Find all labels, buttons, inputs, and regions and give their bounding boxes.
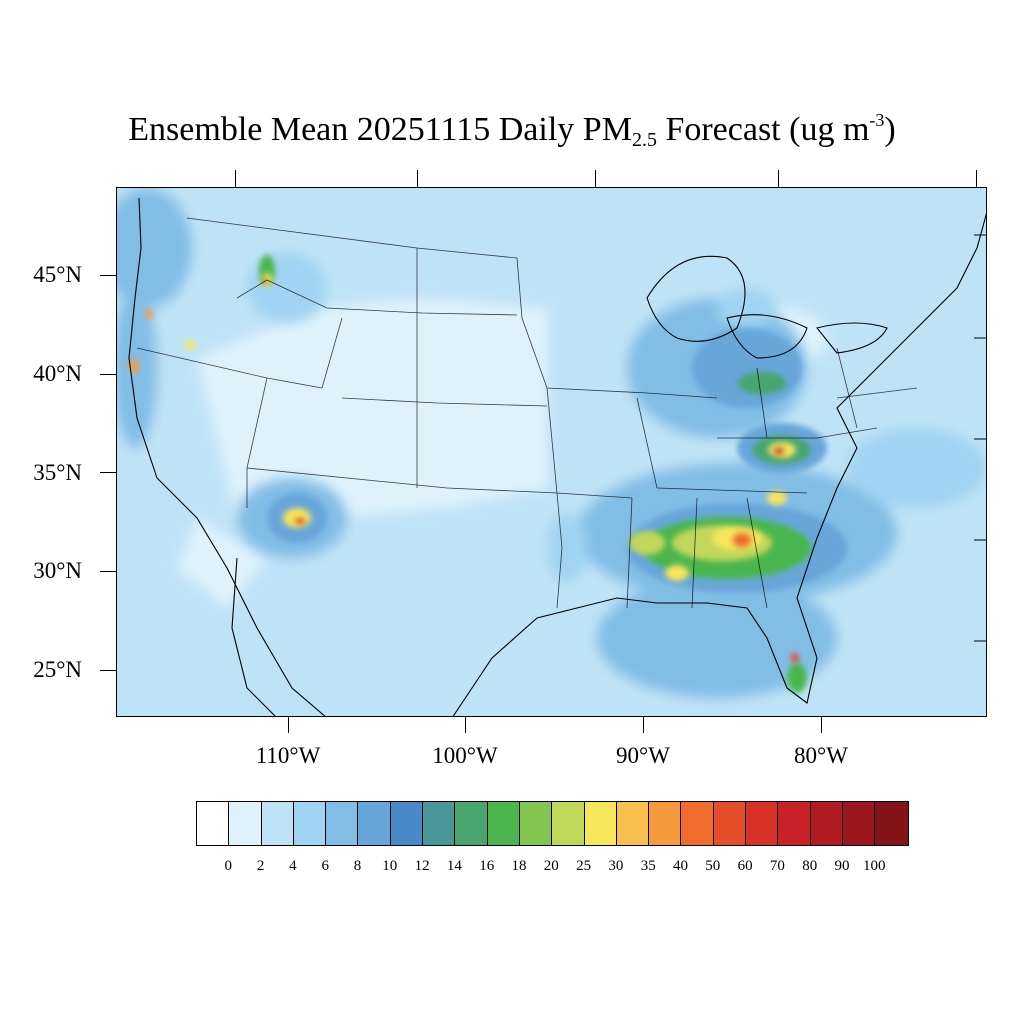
lat-label-30: 30°N (33, 558, 82, 583)
colorbar-label: 30 (608, 858, 624, 874)
colorbar-swatch (778, 802, 811, 845)
right-axis-ticks (974, 234, 986, 642)
colorbar-swatch (293, 802, 327, 845)
colorbar-swatch (487, 802, 520, 845)
colorbar-swatch (261, 802, 294, 845)
colorbar-label: 8 (353, 858, 362, 874)
colorbar-label: 100 (863, 858, 886, 874)
colorbar-label: 80 (802, 858, 818, 874)
left-tick (100, 374, 116, 375)
colorbar-label: 16 (479, 858, 495, 874)
title-middle: Forecast (ug m (656, 111, 870, 148)
colorbar-label: 70 (769, 858, 785, 874)
pm25-field-hotspots (129, 273, 799, 663)
top-tick (595, 170, 596, 187)
colorbar-swatch (552, 802, 585, 845)
colorbar-swatch (584, 802, 617, 845)
lat-label-25: 25°N (33, 657, 82, 682)
colorbar-swatch (326, 802, 359, 845)
colorbar-label: 50 (705, 858, 721, 874)
colorbar-swatch (197, 802, 230, 845)
map-title: Ensemble Mean 20251115 Daily PM2.5 Forec… (0, 110, 1024, 152)
state-boundaries (136, 217, 918, 609)
colorbar-swatch (358, 802, 391, 845)
lat-label-35: 35°N (33, 460, 82, 485)
colorbar-label: 40 (673, 858, 688, 874)
colorbar-swatch (649, 802, 682, 845)
left-tick (100, 275, 116, 276)
bottom-tick (821, 717, 822, 733)
forecast-map (116, 187, 987, 717)
colorbar-label: 0 (224, 858, 233, 874)
title-suffix: ) (884, 111, 896, 148)
colorbar-label: 10 (382, 858, 398, 874)
colorbar-swatch (842, 802, 876, 845)
lon-label-90w: 90°W (616, 743, 670, 768)
colorbar-swatch (229, 802, 262, 845)
colorbar-label: 90 (834, 858, 850, 874)
lat-label-40: 40°N (33, 361, 82, 386)
colorbar-label: 4 (289, 858, 297, 874)
bottom-tick (465, 717, 466, 733)
colorbar-swatch (875, 802, 908, 845)
title-superscript: -3 (869, 110, 885, 130)
colorbar-swatch (423, 802, 456, 845)
colorbar-swatch (746, 802, 779, 845)
title-subscript: 2.5 (631, 129, 657, 151)
left-tick (100, 670, 116, 671)
colorbar-swatch (390, 802, 424, 845)
lat-label-45: 45°N (33, 262, 82, 287)
colorbar-label: 20 (543, 858, 559, 874)
colorbar-label: 18 (511, 858, 527, 874)
colorbar-label: 25 (576, 858, 592, 874)
colorbar-swatch (519, 802, 553, 845)
bottom-tick (643, 717, 644, 733)
left-tick (100, 472, 116, 473)
colorbar-label: 12 (414, 858, 430, 874)
lon-label-80w: 80°W (794, 743, 848, 768)
lon-label-100w: 100°W (432, 743, 498, 768)
colorbar (196, 801, 909, 846)
colorbar-label: 35 (640, 858, 656, 874)
colorbar-label: 14 (446, 858, 462, 874)
colorbar-swatch (713, 802, 747, 845)
map-canvas (117, 188, 986, 716)
bottom-tick (288, 717, 289, 733)
title-prefix: Ensemble Mean 20251115 Daily PM (128, 111, 632, 148)
coastlines (128, 197, 986, 716)
colorbar-swatch (616, 802, 650, 845)
colorbar-label: 6 (321, 858, 329, 874)
colorbar-label: 2 (256, 858, 265, 874)
left-tick (100, 571, 116, 572)
colorbar-swatch (455, 802, 488, 845)
colorbar-swatch (681, 802, 714, 845)
top-tick (778, 170, 779, 187)
lon-label-110w: 110°W (255, 743, 321, 768)
top-tick (235, 170, 236, 187)
colorbar-swatch (810, 802, 843, 845)
colorbar-label: 60 (737, 858, 753, 874)
top-tick (976, 170, 977, 187)
top-tick (417, 170, 418, 187)
